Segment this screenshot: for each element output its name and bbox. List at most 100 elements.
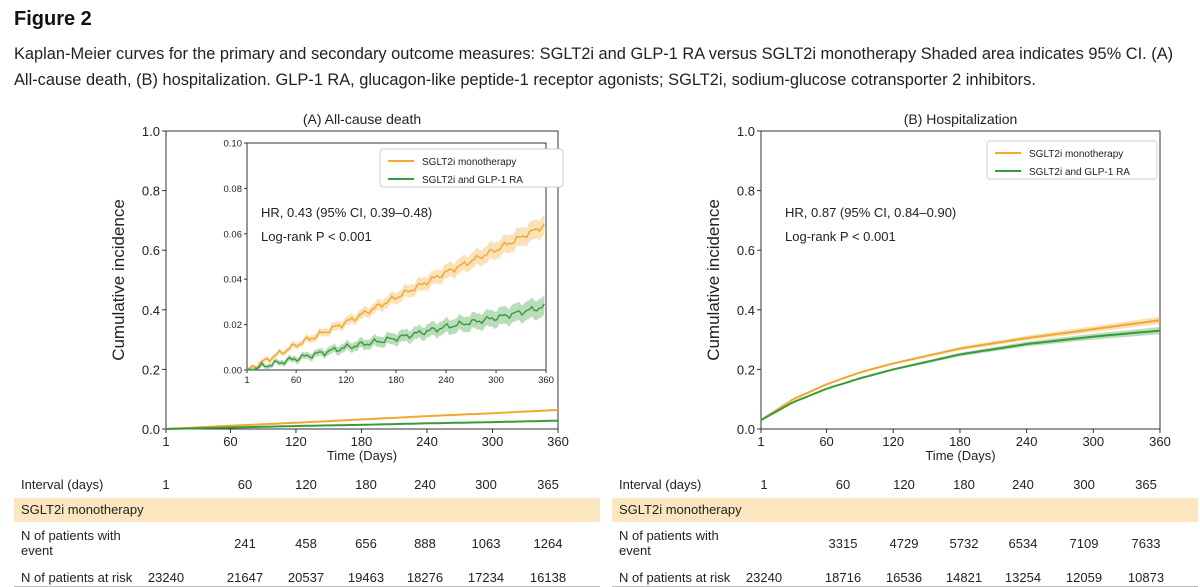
table-a-risk-value: 19463 [347, 570, 385, 585]
figure-title: Figure 2 [14, 8, 92, 30]
panel-a-x-tick-label: 180 [351, 434, 373, 449]
table-a-risk-value: 20537 [287, 570, 325, 585]
inset-x-tick-label: 120 [338, 375, 354, 386]
inset-y-tick-label: 0.06 [224, 229, 243, 240]
table-a-interval-value: 60 [237, 477, 253, 492]
inset-y-tick-label: 0.04 [224, 275, 243, 286]
panel-b-series-line-0 [760, 319, 1161, 421]
panel-b-x-tick-label: 1 [757, 434, 764, 449]
figure-caption: Kaplan-Meier curves for the primary and … [14, 45, 1174, 89]
table-a-risk-label: N of patients at risk [21, 570, 133, 585]
panel-b-legend-label-0: SGLT2i monotherapy [1029, 149, 1123, 160]
inset-y-tick-label: 0.10 [224, 139, 243, 150]
table-a-interval-value: 365 [537, 477, 559, 492]
inset-series-line-0 [246, 223, 545, 371]
table-a-interval-label: Interval (days) [21, 477, 104, 492]
panel-a-x-tick-label: 1 [162, 434, 169, 449]
panel-b-plot-frame [760, 130, 1161, 430]
panel-a-hr-annotation: HR, 0.43 (95% CI, 0.39–0.48) [261, 205, 432, 220]
panel-a-title: (A) All-cause death [303, 111, 421, 127]
inset-x-tick-label: 300 [488, 375, 504, 386]
table-a-risk-value: 18276 [406, 570, 444, 585]
panel-a-x-axis-label: Time (Days) [327, 448, 397, 463]
inset-x-tick-label: 60 [291, 375, 302, 386]
table-a-interval-value: 240 [414, 477, 436, 492]
table-a-event-label: N of patients with event [21, 528, 121, 558]
panel-b-y-tick-label: 1.0 [737, 124, 755, 139]
table-b-risk-value: 14821 [945, 570, 983, 585]
panel-a-x-tick-label: 240 [416, 434, 438, 449]
panel-b-legend-box [986, 140, 1158, 180]
panel-b-y-tick-label: 0.4 [737, 303, 755, 318]
table-a-risk-value: 17234 [467, 570, 505, 585]
table-b-event-value: 7109 [1069, 536, 1099, 551]
panel-b-ci-band-0 [761, 316, 1160, 421]
table-b-group-band: SGLT2i monotherapy [612, 498, 1198, 522]
panel-b-x-tick-label: 300 [1082, 434, 1104, 449]
panel-a-y-tick-label: 0.2 [142, 362, 160, 377]
table-b-interval-label: Interval (days) [619, 477, 702, 492]
table-b-risk-value: 10873 [1127, 570, 1165, 585]
table-b-risk-label: N of patients at risk [619, 570, 731, 585]
table-b-event-value: 6534 [1008, 536, 1038, 551]
panel-b-x-tick-label: 240 [1016, 434, 1038, 449]
panel-b-ci-band-1 [761, 327, 1160, 421]
panel-b-y-tick-label: 0.2 [737, 362, 755, 377]
panel-b-legend-label-1: SGLT2i and GLP-1 RA [1029, 167, 1130, 178]
panel-a-y-tick-label: 0.4 [142, 303, 160, 318]
table-a-event-value: 1063 [471, 536, 501, 551]
panel-a-y-tick-label: 1.0 [142, 124, 160, 139]
table-b-event-value: 3315 [828, 536, 858, 551]
table-a-event-value: 241 [234, 536, 256, 551]
panel-b-x-tick-label: 180 [949, 434, 971, 449]
panel-a-series-line-0 [165, 408, 559, 430]
table-a-event-value: 458 [295, 536, 317, 551]
table-a-group-label: SGLT2i monotherapy [21, 502, 144, 517]
panel-b-x-tick-label: 360 [1149, 434, 1171, 449]
table-a-interval-value: 120 [295, 477, 317, 492]
table-b-risk-value: 12059 [1065, 570, 1103, 585]
inset-x-tick-label: 360 [538, 375, 554, 386]
table-b-interval-value: 300 [1073, 477, 1095, 492]
inset-x-tick-label: 180 [388, 375, 404, 386]
panel-a-x-tick-label: 120 [285, 434, 307, 449]
table-a-event-value: 888 [414, 536, 436, 551]
table-a-interval-value: 180 [355, 477, 377, 492]
panel-b-x-axis-label: Time (Days) [925, 448, 995, 463]
inset-x-tick-label: 1 [244, 375, 249, 386]
panel-b-y-tick-label: 0.6 [737, 243, 755, 258]
inset-y-tick-label: 0.00 [224, 366, 243, 377]
table-b-event-label: N of patients with event [619, 528, 719, 558]
table-a-interval-value: 1 [162, 477, 170, 492]
panel-a-y-axis-label: Cumulative incidence [109, 199, 128, 361]
table-b-risk-value: 23240 [745, 570, 783, 585]
panel-b-x-tick-label: 60 [819, 434, 833, 449]
risk-table-a: Interval (days) 1 60 120 180 240 300 365 SGLT2i … [14, 470, 600, 587]
panel-a-y-tick-label: 0.6 [142, 243, 160, 258]
panel-b-x-tick-label: 120 [882, 434, 904, 449]
panel-a-x-tick-label: 360 [547, 434, 569, 449]
inset-y-tick-label: 0.02 [224, 320, 243, 331]
table-b-event-value: 4729 [889, 536, 919, 551]
panel-b-logrank-annotation: Log-rank P < 0.001 [785, 229, 896, 244]
table-a-event-value: 1264 [533, 536, 563, 551]
inset-y-tick-label: 0.08 [224, 184, 243, 195]
panel-a-x-tick-label: 60 [223, 434, 237, 449]
panel-b-y-tick-label: 0.8 [737, 184, 755, 199]
panel-a-x-tick-label: 300 [482, 434, 504, 449]
panel-b-hr-annotation: HR, 0.87 (95% CI, 0.84–0.90) [785, 205, 956, 220]
table-b-interval-value: 365 [1135, 477, 1157, 492]
table-b-interval-value: 240 [1012, 477, 1034, 492]
table-a-event-value: 656 [355, 536, 377, 551]
risk-table-b: Interval (days) 1 60 120 180 240 300 365 SGLT2i … [612, 470, 1198, 587]
panel-b-y-axis-label: Cumulative incidence [704, 199, 723, 361]
panel-a-logrank-annotation: Log-rank P < 0.001 [261, 229, 372, 244]
panel-a-y-tick-label: 0.8 [142, 184, 160, 199]
inset-x-tick-label: 240 [438, 375, 454, 386]
inset-series-line-1 [246, 303, 545, 371]
panel-a-y-tick-label: 0.0 [142, 422, 160, 437]
table-b-risk-value: 13254 [1004, 570, 1042, 585]
table-a-risk-value: 16138 [529, 570, 567, 585]
table-b-risk-value: 16536 [885, 570, 923, 585]
table-b-risk-value: 18716 [824, 570, 862, 585]
